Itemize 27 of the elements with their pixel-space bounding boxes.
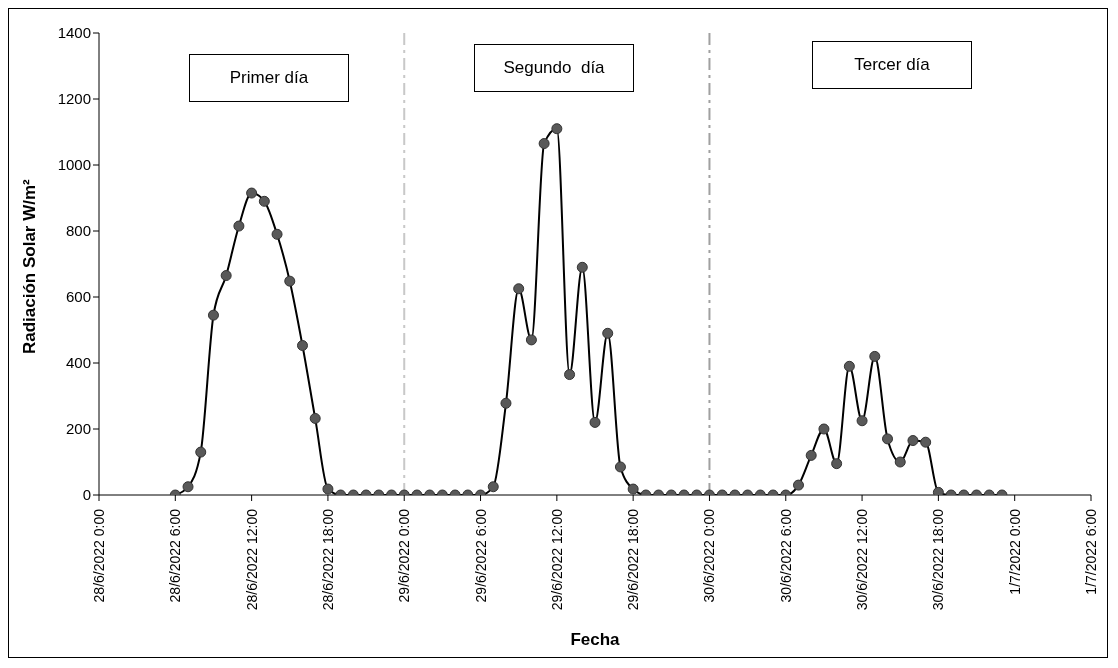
x-tick-label: 1/7/2022 0:00 — [1006, 508, 1023, 595]
x-tick-label: 29/6/2022 12:00 — [548, 508, 565, 611]
x-tick-label: 28/6/2022 12:00 — [243, 508, 260, 611]
y-tick-label: 1400 — [57, 24, 91, 42]
annotation: Tercer día — [854, 55, 930, 75]
x-tick-label: 30/6/2022 0:00 — [701, 508, 718, 603]
x-tick-label: 28/6/2022 18:00 — [319, 508, 336, 611]
y-tick-label: 0 — [82, 486, 91, 504]
y-tick-label: 600 — [65, 288, 91, 306]
y-tick-label: 200 — [65, 420, 91, 438]
x-tick-label: 28/6/2022 0:00 — [91, 508, 107, 603]
x-axis-title: Fecha — [570, 630, 621, 649]
y-tick-label: 800 — [65, 222, 91, 240]
x-tick-label: 30/6/2022 6:00 — [777, 508, 794, 603]
y-tick-label: 1200 — [57, 90, 91, 108]
x-tick-label: 28/6/2022 6:00 — [167, 508, 184, 603]
y-axis-title: Radiación Solar W/m² — [20, 178, 40, 354]
x-tick-label: 30/6/2022 12:00 — [854, 508, 871, 611]
y-tick-label: 1000 — [57, 156, 91, 174]
x-tick-label: 29/6/2022 6:00 — [472, 508, 489, 603]
x-tick-label: 1/7/2022 6:00 — [1083, 508, 1099, 595]
x-tick-label: 29/6/2022 0:00 — [396, 508, 413, 603]
y-tick-label: 400 — [65, 354, 91, 372]
annotation: Segundo día — [503, 58, 605, 78]
x-tick-label: 29/6/2022 18:00 — [625, 508, 642, 611]
x-tick-label: 30/6/2022 18:00 — [930, 508, 947, 611]
annotation: Primer día — [229, 68, 309, 88]
